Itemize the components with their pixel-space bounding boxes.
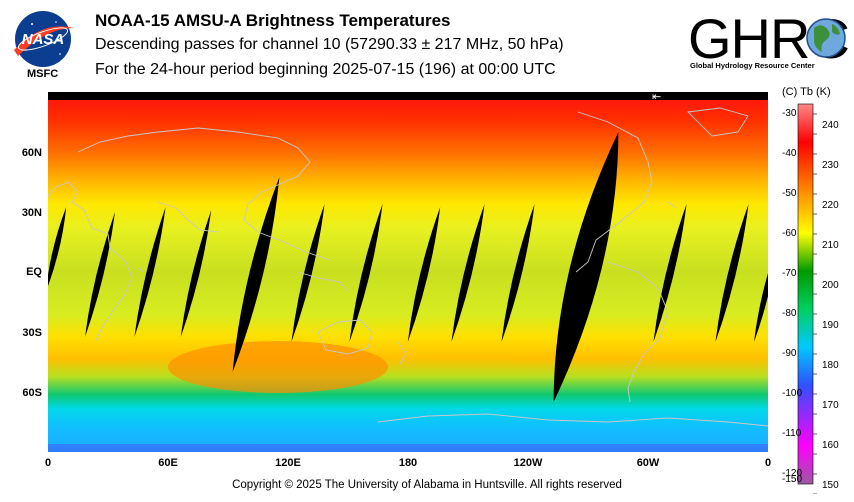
- ghrc-logo: GHRC: [688, 7, 848, 70]
- colorbar: [797, 103, 817, 494]
- colorbar-kelvin-label: 170: [822, 400, 839, 411]
- map-subtitle-period: For the 24-hour period beginning 2025-07…: [95, 61, 556, 78]
- colorbar-celsius-label: -80: [782, 308, 797, 319]
- lon-label-120e: 120E: [275, 457, 301, 469]
- colorbar-celsius-label: -50: [782, 188, 797, 199]
- arrow-left-icon: ⇤: [652, 92, 661, 103]
- brightness-temperature-map: ⇤: [48, 92, 768, 452]
- copyright-notice: Copyright © 2025 The University of Alaba…: [232, 479, 622, 491]
- lon-label-0-right: 0: [764, 457, 772, 469]
- nasa-wordmark: NASA: [22, 31, 65, 48]
- colorbar-celsius-label: -90: [782, 348, 797, 359]
- colorbar-celsius-label: -70: [782, 268, 797, 279]
- no-data-gaps: [48, 132, 768, 402]
- colorbar-kelvin-label: 220: [822, 200, 839, 211]
- ghrc-subtitle: Global Hydrology Resource Center: [690, 61, 815, 70]
- colorbar-celsius-label: -60: [782, 228, 797, 239]
- lon-label-0: 0: [44, 457, 52, 469]
- no-data-swath-gap: [715, 204, 749, 342]
- lon-label-180: 180: [398, 457, 418, 469]
- colorbar-kelvin-label: 210: [822, 240, 839, 251]
- no-data-swath-gap: [180, 210, 212, 337]
- colorbar-celsius-label: -100: [782, 388, 803, 399]
- msfc-label: MSFC: [27, 68, 59, 80]
- colorbar-kelvin-label: 240: [822, 120, 839, 131]
- no-data-swath-gap: [48, 207, 67, 287]
- map-title: NOAA-15 AMSU-A Brightness Temperatures: [95, 11, 451, 30]
- lon-label-120w: 120W: [513, 457, 543, 469]
- lat-label-60n: 60N: [21, 147, 42, 159]
- colorbar-celsius-label: -30: [782, 108, 797, 119]
- no-data-swath-gap: [653, 204, 687, 342]
- lon-label-60w: 60W: [636, 457, 660, 469]
- warm-anomaly: [168, 341, 388, 393]
- lon-label-60e: 60E: [158, 457, 178, 469]
- no-data-swath-gap: [553, 132, 619, 402]
- coastlines: [48, 107, 768, 427]
- no-data-swath-gap: [134, 207, 166, 337]
- colorbar-kelvin-label: 180: [822, 360, 839, 371]
- colorbar-kelvin-label: 190: [822, 320, 839, 331]
- colorbar-kelvin-label: 160: [822, 440, 839, 451]
- no-data-swath-gap: [501, 204, 535, 342]
- colorbar-kelvin-label: 200: [822, 280, 839, 291]
- no-data-swath-gap: [349, 204, 383, 342]
- colorbar-kelvin-label: 150: [822, 480, 839, 491]
- lat-label-30s: 30S: [22, 327, 42, 339]
- no-data-swath-gap: [291, 204, 325, 342]
- map-subtitle-channel: Descending passes for channel 10 (57290.…: [95, 36, 564, 53]
- no-data-swath-gap: [451, 204, 485, 342]
- nasa-logo: NASA: [14, 11, 74, 67]
- colorbar-celsius-label: -110: [782, 428, 802, 439]
- no-data-polar-band: [48, 92, 768, 100]
- no-data-swath-gap: [407, 207, 441, 342]
- lat-label-eq: EQ: [26, 266, 42, 278]
- colorbar-gradient: [797, 103, 814, 485]
- lat-label-60s: 60S: [22, 387, 42, 399]
- colorbar-header: (C) Tb (K): [782, 86, 831, 98]
- lat-label-30n: 30N: [21, 207, 42, 219]
- colorbar-celsius-label: -120: [782, 468, 803, 479]
- colorbar-celsius-label: -150: [782, 474, 803, 485]
- no-data-swath-gap: [85, 212, 115, 337]
- no-data-swath-gap: [232, 177, 280, 372]
- colorbar-kelvin-label: 230: [822, 160, 839, 171]
- colorbar-celsius-label: -40: [782, 148, 797, 159]
- no-data-swath-gap: [754, 273, 768, 342]
